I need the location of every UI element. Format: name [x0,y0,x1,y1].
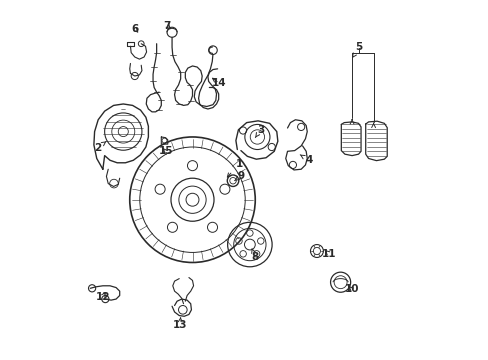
Text: 14: 14 [212,78,226,88]
Text: 3: 3 [255,125,264,138]
Text: 12: 12 [95,292,110,302]
Text: 5: 5 [352,42,362,58]
Text: 7: 7 [163,21,171,31]
Text: 10: 10 [344,284,359,294]
Text: 9: 9 [234,171,244,181]
Text: 15: 15 [158,146,172,156]
Text: 1: 1 [227,159,242,177]
Text: 2: 2 [94,141,106,153]
Text: 6: 6 [131,24,139,35]
Text: 13: 13 [172,318,187,330]
Text: 8: 8 [251,249,258,262]
Text: 11: 11 [321,248,335,258]
Text: 4: 4 [300,155,312,165]
